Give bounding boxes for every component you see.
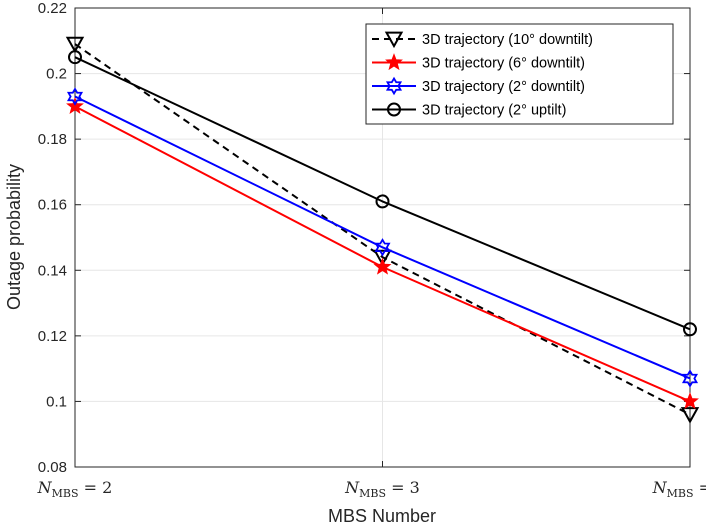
series-layer: [65, 36, 700, 424]
legend-label: 3D trajectory (10° downtilt): [422, 32, 593, 48]
x-tick-label-symbol: N: [344, 478, 360, 497]
series-2: [66, 87, 699, 388]
legend-box: [365, 23, 674, 125]
data-point: [68, 50, 82, 65]
x-tick-label-value: = 3: [386, 478, 420, 497]
data-point: [385, 53, 403, 71]
y-tick-label: 0.16: [38, 197, 67, 214]
x-tick-label-value: = 2: [79, 478, 113, 497]
legend-entry: 3D trajectory (2° uptilt): [372, 102, 566, 119]
data-point: [385, 76, 403, 96]
x-tick-label: NMBS = 2: [37, 478, 113, 500]
data-point: [66, 87, 84, 106]
y-tick-label: 0.08: [38, 459, 67, 476]
legend-entry: 3D trajectory (10° downtilt): [372, 31, 593, 49]
data-point: [683, 322, 697, 337]
x-tick-label-subscript: MBS: [667, 487, 694, 500]
legend: 3D trajectory (10° downtilt) 3D trajector…: [365, 23, 674, 125]
series-line: [74, 95, 691, 380]
data-point: [65, 36, 85, 54]
legend-label: 3D trajectory (2° uptilt): [422, 103, 566, 119]
x-tick-label: NMBS = 3: [344, 478, 420, 500]
data-point: [373, 249, 392, 267]
y-axis-label: Outage probability: [4, 164, 24, 310]
series-0: [65, 36, 700, 424]
series-3: [68, 50, 697, 337]
legend-entry: 3D trajectory (2° downtilt): [372, 76, 585, 96]
data-point: [681, 392, 699, 410]
x-tick-label: NMBS = 4: [652, 478, 706, 500]
data-point: [374, 238, 391, 257]
y-tick-label: 0.22: [38, 0, 67, 17]
data-point: [373, 257, 392, 275]
x-tick-label-subscript: MBS: [359, 487, 386, 500]
y-tick-label: 0.1: [46, 393, 67, 410]
series-line: [74, 43, 691, 416]
legend-label: 3D trajectory (6° downtilt): [422, 56, 585, 72]
x-tick-label-symbol: N: [652, 478, 668, 497]
data-point: [681, 369, 699, 388]
data-point: [680, 407, 700, 424]
data-point: [387, 102, 401, 117]
x-tick-label-subscript: MBS: [52, 487, 79, 500]
x-axis-label: MBS Number: [328, 506, 436, 526]
y-tick-label: 0.14: [38, 262, 67, 279]
data-point: [384, 31, 404, 49]
data-point: [375, 194, 390, 209]
legend-entry: 3D trajectory (6° downtilt): [372, 53, 585, 72]
y-tick-label: 0.2: [46, 66, 67, 83]
legend-label: 3D trajectory (2° downtilt): [422, 79, 585, 95]
y-tick-label: 0.18: [38, 131, 67, 148]
series-line: [74, 56, 691, 331]
x-tick-label-symbol: N: [37, 478, 53, 497]
y-tick-label: 0.12: [38, 328, 67, 345]
x-tick-label-value: = 4: [694, 478, 706, 497]
